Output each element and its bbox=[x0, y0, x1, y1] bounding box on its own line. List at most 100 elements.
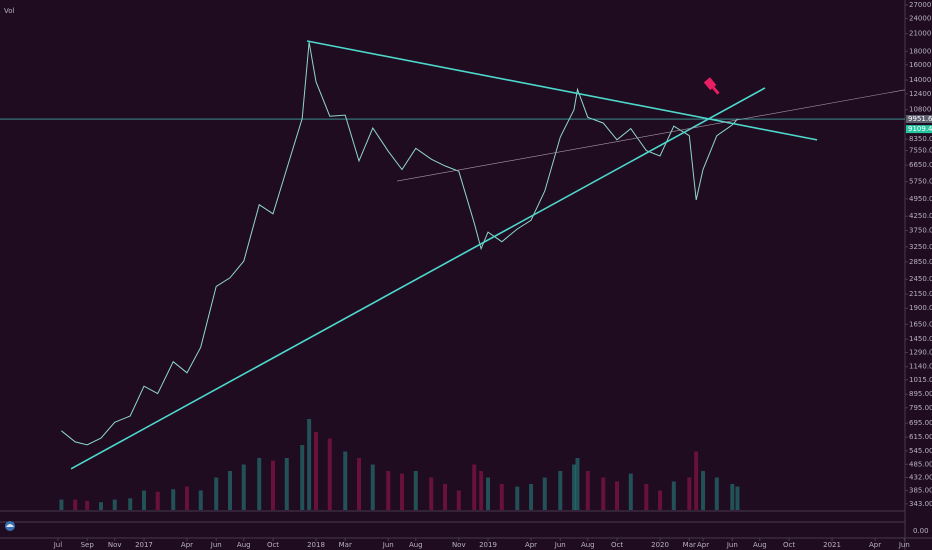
y-tick-label: 1450.00 bbox=[909, 335, 932, 343]
x-tick-label: 2021 bbox=[823, 541, 841, 549]
trend-line bbox=[396, 89, 906, 182]
volume-bar bbox=[400, 473, 405, 510]
y-tick-label: 4250.00 bbox=[909, 212, 932, 220]
x-tick-label: Aug bbox=[753, 541, 767, 549]
x-tick-label: Mar bbox=[683, 541, 696, 549]
y-tick-label: 27000.00 bbox=[909, 1, 932, 9]
y-tick-label: 16000.00 bbox=[909, 61, 932, 69]
volume-bar bbox=[184, 486, 189, 510]
y-tick-label: 24000.00 bbox=[909, 14, 932, 22]
volume-bar bbox=[714, 477, 719, 510]
volume-bar bbox=[429, 477, 434, 510]
volume-bar bbox=[141, 490, 146, 510]
x-tick-label: 2019 bbox=[479, 541, 497, 549]
volume-bar bbox=[214, 477, 219, 510]
y-tick-label: 385.00 bbox=[909, 487, 932, 495]
y-tick-label: 21000.00 bbox=[909, 30, 932, 38]
y-tick-label: 2850.00 bbox=[909, 258, 932, 266]
x-tick-label: 2017 bbox=[135, 541, 153, 549]
volume-bar bbox=[479, 471, 484, 510]
y-tick-label: 3750.00 bbox=[909, 227, 932, 235]
x-tick-label: Jul bbox=[53, 541, 63, 549]
x-tick-label: Jun bbox=[726, 541, 738, 549]
volume-bar bbox=[241, 464, 246, 510]
y-tick-label: 895.00 bbox=[909, 390, 932, 398]
volume-bar bbox=[198, 490, 203, 510]
y-tick-label: 8350.00 bbox=[909, 135, 932, 143]
x-tick-label: 2018 bbox=[307, 541, 325, 549]
volume-bar bbox=[327, 438, 332, 510]
price-label: 9109.40 bbox=[908, 125, 932, 133]
volume-label: Vol bbox=[4, 7, 15, 15]
volume-bar bbox=[314, 432, 319, 510]
volume-bar bbox=[529, 484, 534, 510]
x-tick-label: Apr bbox=[525, 541, 537, 549]
x-tick-label: Aug bbox=[581, 541, 595, 549]
volume-bar bbox=[386, 471, 391, 510]
volume-bar bbox=[413, 471, 418, 510]
price-line bbox=[61, 42, 738, 446]
volume-bar bbox=[615, 481, 620, 510]
volume-bar bbox=[628, 473, 633, 510]
y-tick-label: 7550.00 bbox=[909, 147, 932, 155]
volume-bar bbox=[112, 499, 117, 510]
volume-bar bbox=[257, 458, 262, 510]
volume-bar bbox=[443, 484, 448, 510]
y-tick-label: 795.00 bbox=[909, 404, 932, 412]
volume-bar bbox=[687, 477, 692, 510]
y-tick-label: 0.00 bbox=[913, 527, 929, 535]
volume-bar bbox=[694, 451, 699, 510]
x-tick-label: Jun bbox=[898, 541, 910, 549]
volume-bar bbox=[735, 486, 740, 510]
volume-bar bbox=[370, 464, 375, 510]
y-tick-label: 1900.00 bbox=[909, 304, 932, 312]
x-tick-label: Apr bbox=[869, 541, 881, 549]
volume-bar bbox=[671, 481, 676, 510]
y-tick-label: 432.00 bbox=[909, 473, 932, 481]
trend-line bbox=[70, 87, 766, 470]
volume-bar bbox=[128, 498, 133, 510]
y-tick-label: 4950.00 bbox=[909, 195, 932, 203]
y-tick-label: 2450.00 bbox=[909, 275, 932, 283]
volume-bar bbox=[515, 486, 520, 510]
y-tick-label: 2150.00 bbox=[909, 290, 932, 298]
y-tick-label: 3250.00 bbox=[909, 243, 932, 251]
volume-bar bbox=[601, 477, 606, 510]
x-tick-label: 2020 bbox=[651, 541, 669, 549]
trend-line bbox=[306, 40, 818, 141]
y-tick-label: 343.00 bbox=[909, 500, 932, 508]
volume-bar bbox=[300, 445, 305, 510]
y-tick-label: 485.00 bbox=[909, 460, 932, 468]
x-tick-label: Sep bbox=[81, 541, 95, 549]
x-tick-label: Apr bbox=[697, 541, 709, 549]
volume-bar bbox=[307, 419, 312, 510]
volume-bar bbox=[499, 484, 504, 510]
price-label-box bbox=[906, 125, 932, 134]
y-tick-label: 12400.00 bbox=[909, 90, 932, 98]
volume-bar bbox=[270, 460, 275, 510]
y-tick-label: 1290.00 bbox=[909, 348, 932, 356]
x-tick-label: Apr bbox=[181, 541, 193, 549]
volume-bar bbox=[73, 499, 78, 510]
volume-bar bbox=[59, 499, 64, 510]
volume-bar bbox=[472, 464, 477, 510]
y-tick-label: 1140.00 bbox=[909, 363, 932, 371]
volume-bar bbox=[171, 489, 176, 510]
x-tick-label: Oct bbox=[783, 541, 795, 549]
price-label-box bbox=[906, 115, 932, 124]
volume-bar bbox=[343, 451, 348, 510]
x-tick-label: Nov bbox=[108, 541, 122, 549]
volume-bar bbox=[730, 484, 735, 510]
volume-bar bbox=[644, 484, 649, 510]
volume-bar bbox=[658, 490, 663, 510]
x-tick-label: Nov bbox=[452, 541, 466, 549]
x-tick-label: Jun bbox=[210, 541, 222, 549]
x-tick-label: Oct bbox=[267, 541, 279, 549]
volume-bar bbox=[542, 477, 547, 510]
y-tick-label: 615.00 bbox=[909, 433, 932, 441]
volume-bar bbox=[98, 502, 103, 510]
volume-bar bbox=[486, 477, 491, 510]
x-tick-label: Mar bbox=[339, 541, 352, 549]
volume-bar bbox=[572, 464, 577, 510]
